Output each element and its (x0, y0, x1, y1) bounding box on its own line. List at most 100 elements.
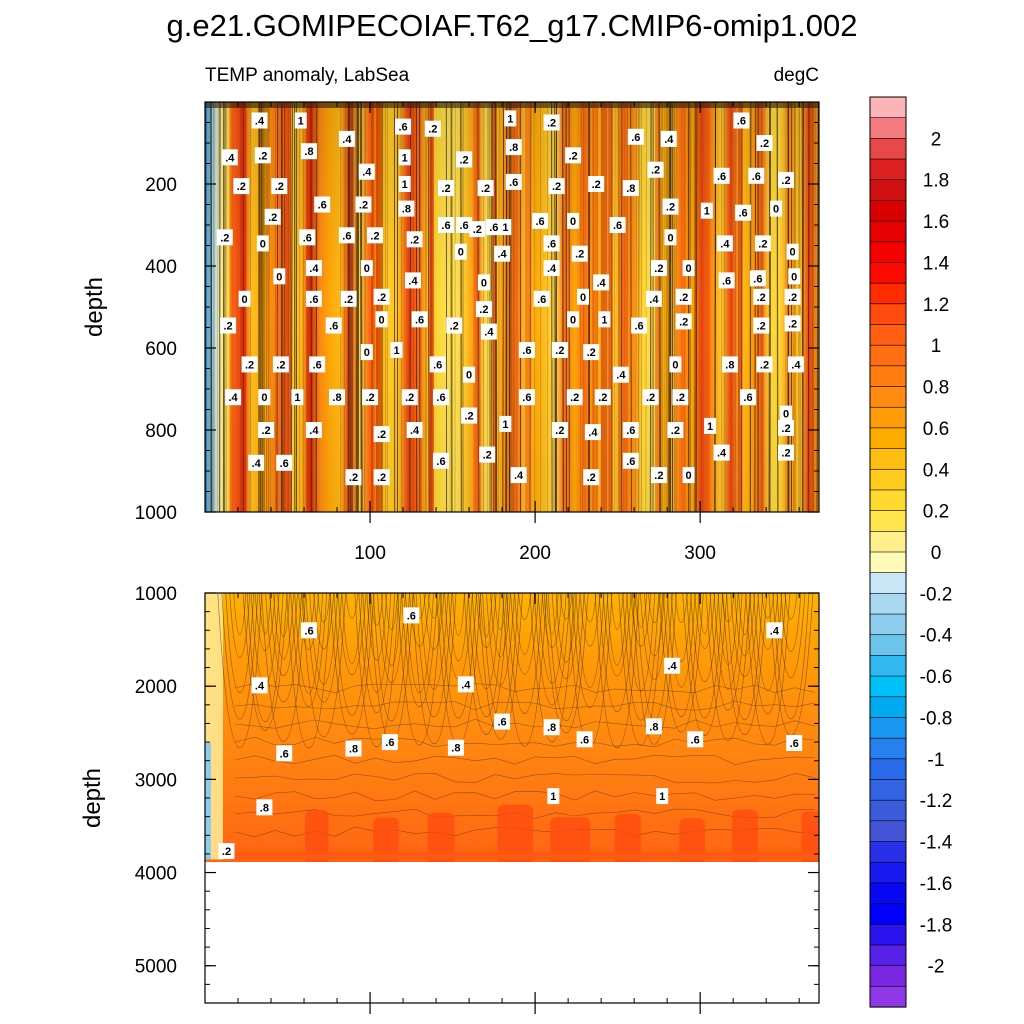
colorbar-swatch (869, 717, 907, 739)
svg-text:.2: .2 (758, 238, 767, 250)
svg-text:.2: .2 (592, 179, 601, 191)
contour-line (286, 593, 332, 749)
svg-text:.2: .2 (237, 181, 246, 193)
svg-text:.6: .6 (753, 273, 762, 285)
contour-line (221, 593, 259, 720)
svg-text:.2: .2 (575, 249, 584, 261)
contour-line (780, 593, 802, 652)
contour-line (644, 593, 665, 657)
svg-text:.6: .6 (522, 345, 531, 357)
contour-line (519, 102, 521, 512)
contour-line (450, 102, 452, 512)
contour-line (269, 102, 271, 512)
contour-label: .6 (301, 622, 317, 639)
svg-text:.4: .4 (342, 134, 352, 146)
contour-line (258, 593, 272, 634)
contour-label: .6 (786, 735, 803, 751)
lower-axes: 1000 2000 3000 4000 5000 (135, 584, 819, 1014)
contour-line (602, 593, 632, 677)
svg-text:.6: .6 (318, 200, 327, 212)
svg-text:.6: .6 (304, 625, 313, 637)
upper-y-axis-label: depth (81, 277, 108, 337)
svg-text:.2: .2 (275, 181, 284, 193)
svg-text:.4: .4 (410, 425, 420, 437)
colorbar-swatch (869, 262, 907, 284)
contour-line (411, 593, 457, 745)
svg-text:.4: .4 (668, 661, 678, 673)
contour-label: .2 (362, 389, 379, 406)
svg-text:.2: .2 (570, 392, 579, 404)
svg-text:.6: .6 (717, 171, 726, 183)
svg-text:1: 1 (507, 113, 513, 125)
contour-label: .2 (367, 227, 383, 244)
contour-line (675, 102, 678, 512)
contour-label: .2 (667, 422, 684, 438)
contour-line (749, 593, 787, 715)
contour-line (772, 593, 810, 720)
contour-label: .6 (740, 389, 756, 406)
svg-text:.6: .6 (691, 734, 700, 746)
contour-label: .8 (505, 139, 522, 156)
contour-label: 0 (682, 467, 695, 484)
contour-label: .2 (477, 180, 494, 197)
svg-text:1: 1 (704, 206, 710, 218)
contour-label: 1 (499, 219, 512, 236)
contour-line (440, 593, 477, 719)
warm-patch (497, 804, 534, 862)
svg-text:.6: .6 (537, 294, 546, 306)
warm-patch (225, 851, 819, 860)
contour-label: 0 (375, 311, 388, 328)
svg-text:.6: .6 (441, 220, 450, 232)
svg-text:.2: .2 (757, 292, 766, 304)
svg-text:.2: .2 (781, 423, 790, 435)
svg-text:.2: .2 (569, 150, 578, 162)
contour-line (427, 102, 430, 512)
contour-label: .6 (314, 196, 331, 213)
colorbar-swatch (869, 779, 907, 801)
svg-text:.6: .6 (522, 392, 531, 404)
contour-line (309, 593, 339, 685)
contour-line (349, 102, 351, 512)
x-tick-label: 100 (354, 543, 386, 564)
contour-line (261, 593, 306, 742)
contour-label: .2 (565, 147, 582, 164)
contour-line (423, 593, 445, 650)
svg-text:1: 1 (402, 152, 408, 164)
svg-text:.2: .2 (377, 472, 386, 484)
svg-text:.4: .4 (225, 152, 235, 164)
svg-text:.6: .6 (433, 359, 442, 371)
contour-label: .4 (494, 245, 511, 262)
contour-line (640, 593, 669, 680)
contour-line (571, 593, 609, 708)
svg-text:.4: .4 (720, 238, 730, 250)
y-tick-label: 1000 (135, 584, 177, 605)
contour-label: 1 (656, 788, 669, 805)
svg-text:.6: .6 (489, 222, 498, 234)
contour-line (341, 593, 363, 665)
svg-text:.6: .6 (498, 717, 507, 729)
svg-text:.8: .8 (349, 744, 358, 756)
contour-line (352, 102, 354, 512)
contour-label: .8 (398, 200, 415, 217)
contour-line (400, 102, 403, 512)
contour-line (490, 593, 511, 658)
colorbar-swatch (869, 572, 907, 594)
colorbar-swatch (869, 841, 907, 863)
svg-text:.2: .2 (651, 165, 660, 177)
contour-line (258, 102, 261, 512)
svg-text:.6: .6 (415, 314, 424, 326)
colorbar-tick-label: 2 (931, 129, 942, 150)
svg-text:.2: .2 (483, 450, 492, 462)
warm-patch (679, 818, 705, 862)
contour-line (467, 593, 505, 718)
contour-line (266, 102, 268, 512)
contour-label: .4 (221, 149, 238, 166)
svg-text:0: 0 (790, 247, 796, 259)
svg-text:0: 0 (791, 271, 797, 283)
contour-label: .2 (373, 469, 390, 486)
contour-label: 0 (567, 311, 580, 328)
contour-line (638, 102, 640, 512)
contour-line (551, 102, 553, 512)
contour-line (290, 593, 328, 708)
